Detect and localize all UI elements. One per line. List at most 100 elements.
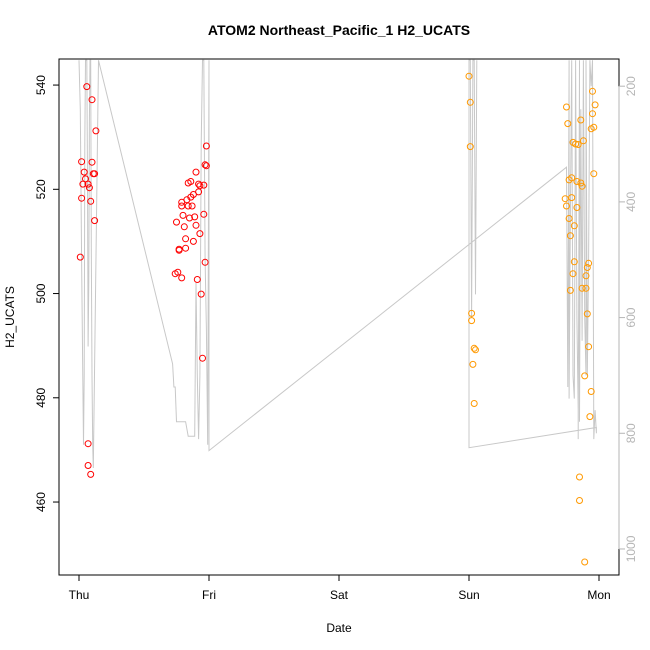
axes-layer: Thu Fri Sat Sun Mon 460 480 500 520 540 200 400 600 8… xyxy=(34,75,638,602)
data-point xyxy=(569,270,577,278)
data-point xyxy=(568,194,576,202)
y-tick-label: 520 xyxy=(34,179,48,199)
data-point xyxy=(84,462,92,469)
data-point xyxy=(196,230,204,238)
data-point xyxy=(76,253,84,261)
data-point xyxy=(78,194,86,202)
data-point xyxy=(195,180,203,188)
data-point xyxy=(587,388,595,395)
data-point xyxy=(201,161,209,169)
data-point xyxy=(191,213,199,221)
data-point xyxy=(573,204,581,211)
right-axis-tick-label: 200 xyxy=(624,76,638,96)
plot-frame xyxy=(58,58,620,576)
data-point xyxy=(566,232,574,240)
data-point xyxy=(565,215,573,222)
x-axis-label: Date xyxy=(326,621,352,635)
x-tick-label: Fri xyxy=(202,588,216,602)
chart-title: ATOM2 Northeast_Pacific_1 H2_UCATS xyxy=(208,22,470,38)
data-point xyxy=(184,202,192,210)
y-tick-label: 540 xyxy=(34,75,48,95)
data-point xyxy=(91,217,99,225)
data-point xyxy=(192,168,200,176)
x-tick-label: Mon xyxy=(587,588,610,602)
data-point xyxy=(581,372,589,380)
data-point xyxy=(564,120,572,128)
data-point xyxy=(468,309,476,317)
y-tick-label: 460 xyxy=(34,492,48,512)
data-point xyxy=(590,123,598,131)
data-point xyxy=(182,244,190,252)
data-point xyxy=(189,237,197,245)
data-point xyxy=(201,258,209,266)
data-point xyxy=(582,284,590,292)
data-point xyxy=(468,317,476,325)
data-point xyxy=(586,413,594,421)
data-point xyxy=(578,182,586,190)
data-point xyxy=(470,344,478,352)
data-point xyxy=(173,218,180,226)
data-point xyxy=(78,158,86,166)
data-point xyxy=(200,181,208,189)
data-point xyxy=(199,354,206,362)
data-point xyxy=(466,98,474,106)
data-point xyxy=(85,184,93,192)
pressure-line xyxy=(78,59,597,469)
data-point xyxy=(187,178,195,185)
y-tick-label: 500 xyxy=(34,283,48,303)
data-point xyxy=(585,343,593,351)
data-point xyxy=(178,274,186,282)
data-point xyxy=(568,174,576,182)
data-point xyxy=(583,264,591,271)
data-point xyxy=(88,96,96,104)
x-tick-label: Sun xyxy=(458,588,479,602)
data-point xyxy=(84,440,92,448)
data-point xyxy=(87,197,95,205)
data-point xyxy=(583,310,591,318)
data-point xyxy=(202,142,210,150)
data-point xyxy=(174,268,182,276)
data-point xyxy=(572,140,580,148)
data-point xyxy=(180,223,188,231)
right-axis-tick-label: 800 xyxy=(624,423,638,443)
data-point xyxy=(470,400,478,407)
data-point xyxy=(83,83,91,91)
pressure-line-layer xyxy=(78,59,597,469)
data-point xyxy=(576,497,583,504)
data-point xyxy=(186,214,193,222)
data-point xyxy=(577,116,585,124)
data-point xyxy=(585,259,593,267)
data-point xyxy=(193,276,201,283)
data-point xyxy=(589,87,596,95)
data-point xyxy=(192,221,200,229)
data-point xyxy=(175,245,183,253)
data-point xyxy=(582,272,590,280)
right-axis-tick-label: 400 xyxy=(624,192,638,212)
data-point xyxy=(466,143,474,151)
data-point xyxy=(589,110,596,118)
data-point xyxy=(465,72,473,80)
data-point xyxy=(570,222,578,230)
data-point xyxy=(196,182,204,190)
data-point xyxy=(566,286,574,294)
data-point xyxy=(576,473,583,481)
x-tick-label: Thu xyxy=(69,588,90,602)
data-point xyxy=(472,346,479,354)
data-point xyxy=(87,470,95,478)
right-axis-tick-label: 1000 xyxy=(624,535,638,562)
data-point xyxy=(590,170,598,178)
data-point xyxy=(578,284,586,292)
data-point xyxy=(579,137,587,145)
data-point xyxy=(202,162,210,170)
data-point xyxy=(84,180,92,188)
points-layer xyxy=(76,72,599,566)
data-point xyxy=(91,170,99,178)
data-point xyxy=(200,210,208,218)
data-point xyxy=(581,558,589,566)
data-point xyxy=(574,141,582,148)
data-point xyxy=(563,202,570,210)
data-point xyxy=(80,168,88,176)
data-point xyxy=(469,360,477,368)
y-axis-label: H2_UCATS xyxy=(3,286,17,348)
